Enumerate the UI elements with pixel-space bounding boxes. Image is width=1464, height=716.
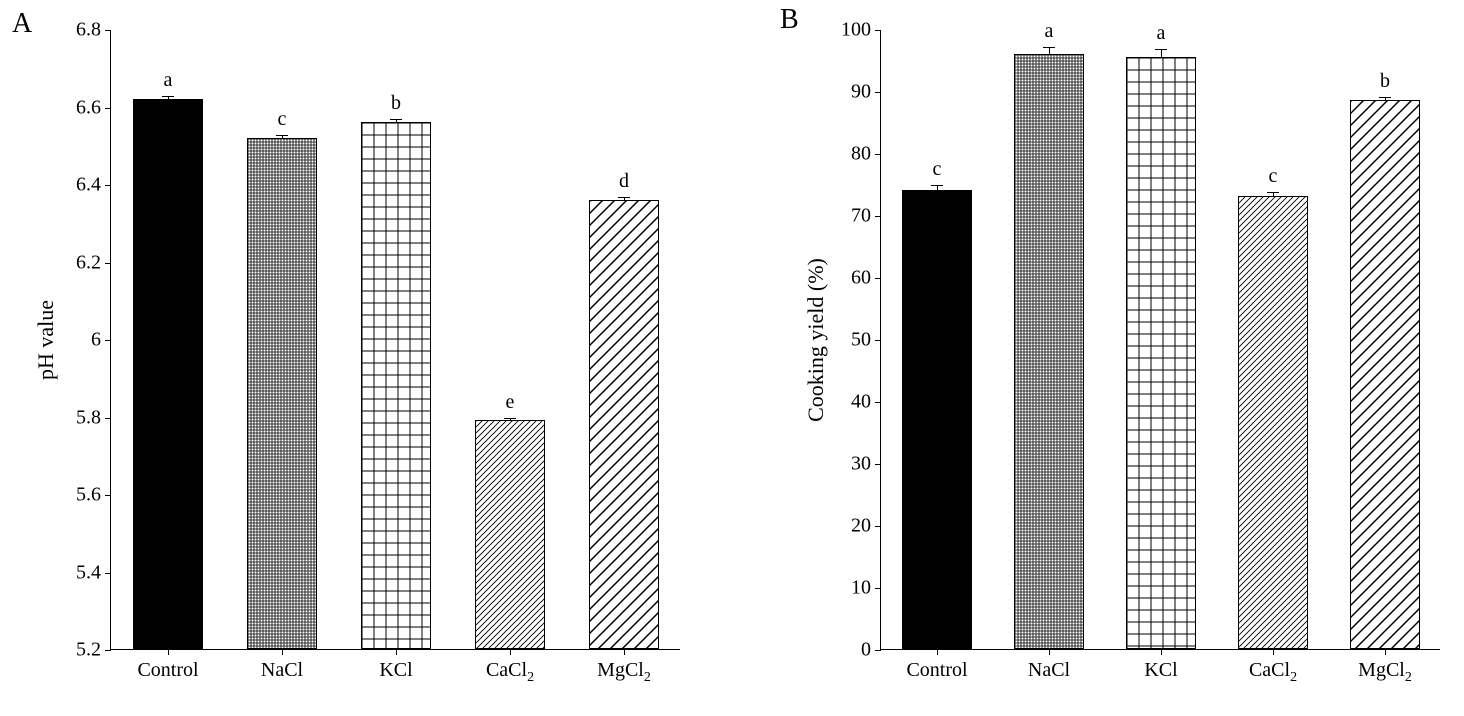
x-tick [937, 649, 938, 655]
significance-letter: c [1269, 165, 1278, 188]
y-tick-label: 80 [851, 143, 881, 166]
significance-letter: a [1045, 20, 1054, 43]
y-tick-label: 10 [851, 577, 881, 600]
error-bar-cap [390, 119, 402, 120]
x-tick [1049, 649, 1050, 655]
error-bar-cap [1267, 192, 1279, 193]
bar-mgcl₂ [1350, 100, 1419, 649]
x-tick [396, 649, 397, 655]
x-tick [510, 649, 511, 655]
x-tick [282, 649, 283, 655]
significance-letter: e [506, 391, 515, 414]
bar-kcl [361, 122, 432, 649]
significance-letter: d [619, 170, 629, 193]
y-tick-label: 6.4 [76, 174, 111, 197]
error-bar-stem [1049, 47, 1050, 54]
x-tick [624, 649, 625, 655]
error-bar-cap [1379, 97, 1391, 98]
y-tick-label: 6.6 [76, 96, 111, 119]
panel-a-y-axis-title: pH value [33, 300, 59, 380]
x-tick [1385, 649, 1386, 655]
significance-letter: b [1380, 70, 1390, 93]
error-bar-cap [1155, 49, 1167, 50]
significance-letter: a [1157, 22, 1166, 45]
figure-root: A 5.25.45.65.866.26.46.66.8aControlcNaCl… [0, 0, 1464, 716]
y-tick-label: 100 [841, 19, 881, 42]
y-tick-label: 5.2 [76, 639, 111, 662]
significance-letter: c [278, 108, 287, 131]
y-tick-label: 50 [851, 329, 881, 352]
error-bar-cap [162, 96, 174, 97]
y-tick-label: 30 [851, 453, 881, 476]
y-tick-label: 60 [851, 267, 881, 290]
y-tick-label: 40 [851, 391, 881, 414]
y-tick-label: 6 [91, 329, 111, 352]
significance-letter: a [164, 69, 173, 92]
y-tick-label: 90 [851, 81, 881, 104]
y-tick-label: 5.8 [76, 406, 111, 429]
panel-b-label: B [780, 4, 799, 36]
x-tick [1273, 649, 1274, 655]
significance-letter: b [391, 92, 401, 115]
y-tick-label: 6.2 [76, 251, 111, 274]
bar-control [133, 99, 204, 649]
bar-nacl [247, 138, 318, 650]
y-tick-label: 20 [851, 515, 881, 538]
bar-cacl₂ [475, 420, 546, 649]
bar-nacl [1014, 54, 1083, 649]
error-bar-stem [1161, 49, 1162, 58]
error-bar-cap [504, 418, 516, 419]
error-bar-cap [618, 197, 630, 198]
bar-kcl [1126, 57, 1195, 649]
bar-mgcl₂ [589, 200, 660, 650]
y-tick-label: 0 [861, 639, 881, 662]
x-tick [168, 649, 169, 655]
error-bar-cap [1043, 47, 1055, 48]
y-tick-label: 5.6 [76, 484, 111, 507]
x-tick [1161, 649, 1162, 655]
significance-letter: c [933, 158, 942, 181]
error-bar-cap [931, 185, 943, 186]
panel-a-label: A [12, 8, 32, 40]
panel-b-plot-area: 0102030405060708090100cControlaNaClaKClc… [880, 30, 1440, 650]
bar-control [902, 190, 971, 649]
y-tick-label: 70 [851, 205, 881, 228]
y-tick-label: 6.8 [76, 19, 111, 42]
y-tick-label: 5.4 [76, 561, 111, 584]
error-bar-cap [276, 135, 288, 136]
bar-cacl₂ [1238, 196, 1307, 649]
panel-b-y-axis-title: Cooking yield (%) [803, 258, 829, 422]
panel-a-plot-area: 5.25.45.65.866.26.46.66.8aControlcNaClbK… [110, 30, 680, 650]
